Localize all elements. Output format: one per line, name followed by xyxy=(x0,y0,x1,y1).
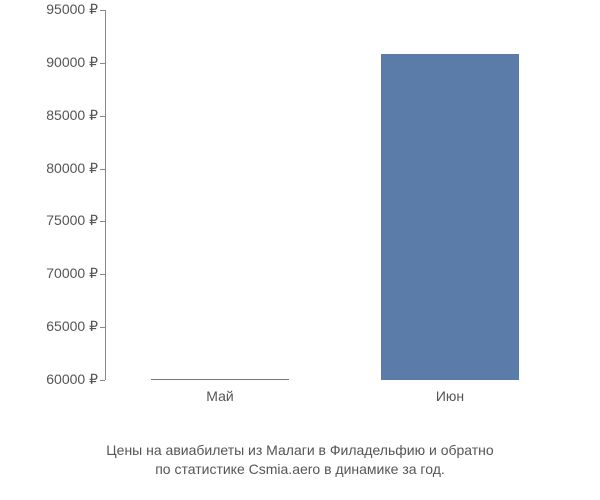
chart-caption: Цены на авиабилеты из Малаги в Филадельф… xyxy=(0,441,600,480)
caption-line-2: по статистике Csmia.aero в динамике за г… xyxy=(155,461,445,477)
y-tick-label: 60000 ₽ xyxy=(20,371,98,388)
y-tick-label: 80000 ₽ xyxy=(20,160,98,177)
y-tick-label: 65000 ₽ xyxy=(20,318,98,335)
plot-area xyxy=(105,10,565,380)
bar xyxy=(381,54,519,380)
y-tick-mark xyxy=(100,380,105,381)
chart-container: 60000 ₽ 65000 ₽ 70000 ₽ 75000 ₽ 80000 ₽ 85000… xyxy=(20,10,580,430)
x-tick-label: Июн xyxy=(436,388,464,404)
y-tick-label: 95000 ₽ xyxy=(20,1,98,18)
bar xyxy=(151,379,289,380)
y-tick-label: 75000 ₽ xyxy=(20,212,98,229)
x-tick-label: Май xyxy=(206,388,233,404)
y-tick-label: 70000 ₽ xyxy=(20,265,98,282)
y-tick-label: 90000 ₽ xyxy=(20,54,98,71)
y-tick-label: 85000 ₽ xyxy=(20,107,98,124)
caption-line-1: Цены на авиабилеты из Малаги в Филадельф… xyxy=(106,442,493,458)
